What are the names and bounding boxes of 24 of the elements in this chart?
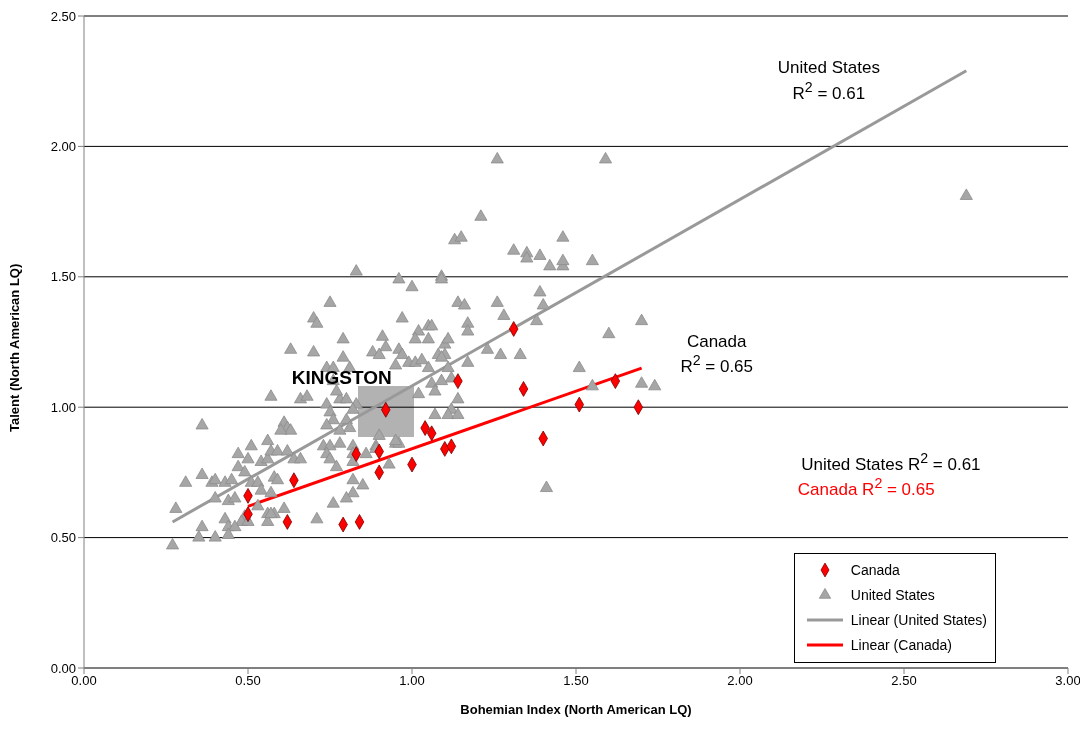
annotation: KINGSTON [291,366,392,390]
y-tick-label: 2.00 [50,139,76,155]
legend-label: Canada [850,562,900,579]
x-tick-label: 1.00 [399,673,425,689]
y-tick-label: 2.50 [50,8,76,24]
annotation: Canada R$^{2}$ = 0.65 [680,332,754,378]
x-tick-label: 2.00 [727,673,753,689]
legend-label: United States [850,587,935,604]
x-tick-label: 0.50 [235,673,261,689]
legend-label: Linear (United States) [850,612,987,629]
annotation: United States R$^{2}$ = 0.61 [777,58,880,104]
annotation: Canada R$^{2}$ = 0.65 [797,475,935,501]
x-tick-label: 2.50 [891,673,917,689]
legend-label: Linear (Canada) [850,637,952,654]
annotation: United States R$^{2}$ = 0.61 [801,450,981,476]
x-tick-label: 0.00 [71,673,97,689]
x-tick-label: 1.50 [563,673,589,689]
y-tick-label: 1.50 [50,269,76,285]
y-axis-title: Talent (North American LQ) [6,263,22,432]
x-axis-title: Bohemian Index (North American LQ) [460,702,692,717]
y-tick-label: 0.50 [50,530,76,546]
x-tick-label: 3.00 [1055,673,1081,689]
y-tick-label: 0.00 [50,660,76,676]
y-tick-label: 1.00 [50,399,76,415]
